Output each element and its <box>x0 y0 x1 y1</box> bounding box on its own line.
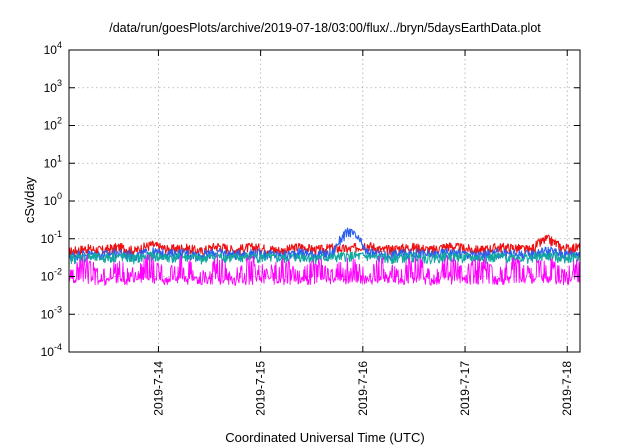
y-tick-label: 103 <box>44 78 62 95</box>
x-axis-title: Coordinated Universal Time (UTC) <box>225 430 424 445</box>
x-tick-label: 2019-7-14 <box>151 361 165 416</box>
y-tick-label: 104 <box>44 40 62 57</box>
axes: 10-4 10-3 10-2 10-1 100 101 102 103 104 2019-7-14… <box>41 40 581 416</box>
y-tick-label: 10-3 <box>41 304 62 321</box>
y-tick-label: 10-1 <box>41 229 62 246</box>
y-axis-title: cSv/day <box>22 176 37 223</box>
x-tick-label: 2019-7-16 <box>356 361 370 416</box>
series-line <box>68 251 581 265</box>
plot-frame <box>68 49 581 353</box>
series-line <box>68 253 581 286</box>
y-tick-label: 102 <box>44 116 62 133</box>
y-tick-label: 100 <box>44 191 62 208</box>
x-tick-label: 2019-7-15 <box>254 361 268 416</box>
x-tick-label: 2019-7-17 <box>458 361 472 416</box>
y-tick-label: 101 <box>44 153 62 170</box>
series-group <box>68 227 581 286</box>
y-tick-label: 10-2 <box>41 267 62 284</box>
grid <box>69 49 580 353</box>
y-tick-label: 10-4 <box>41 342 62 359</box>
series-line <box>68 227 581 262</box>
x-tick-label: 2019-7-18 <box>560 361 574 416</box>
chart-title: /data/run/goesPlots/archive/2019-07-18/0… <box>109 21 541 35</box>
